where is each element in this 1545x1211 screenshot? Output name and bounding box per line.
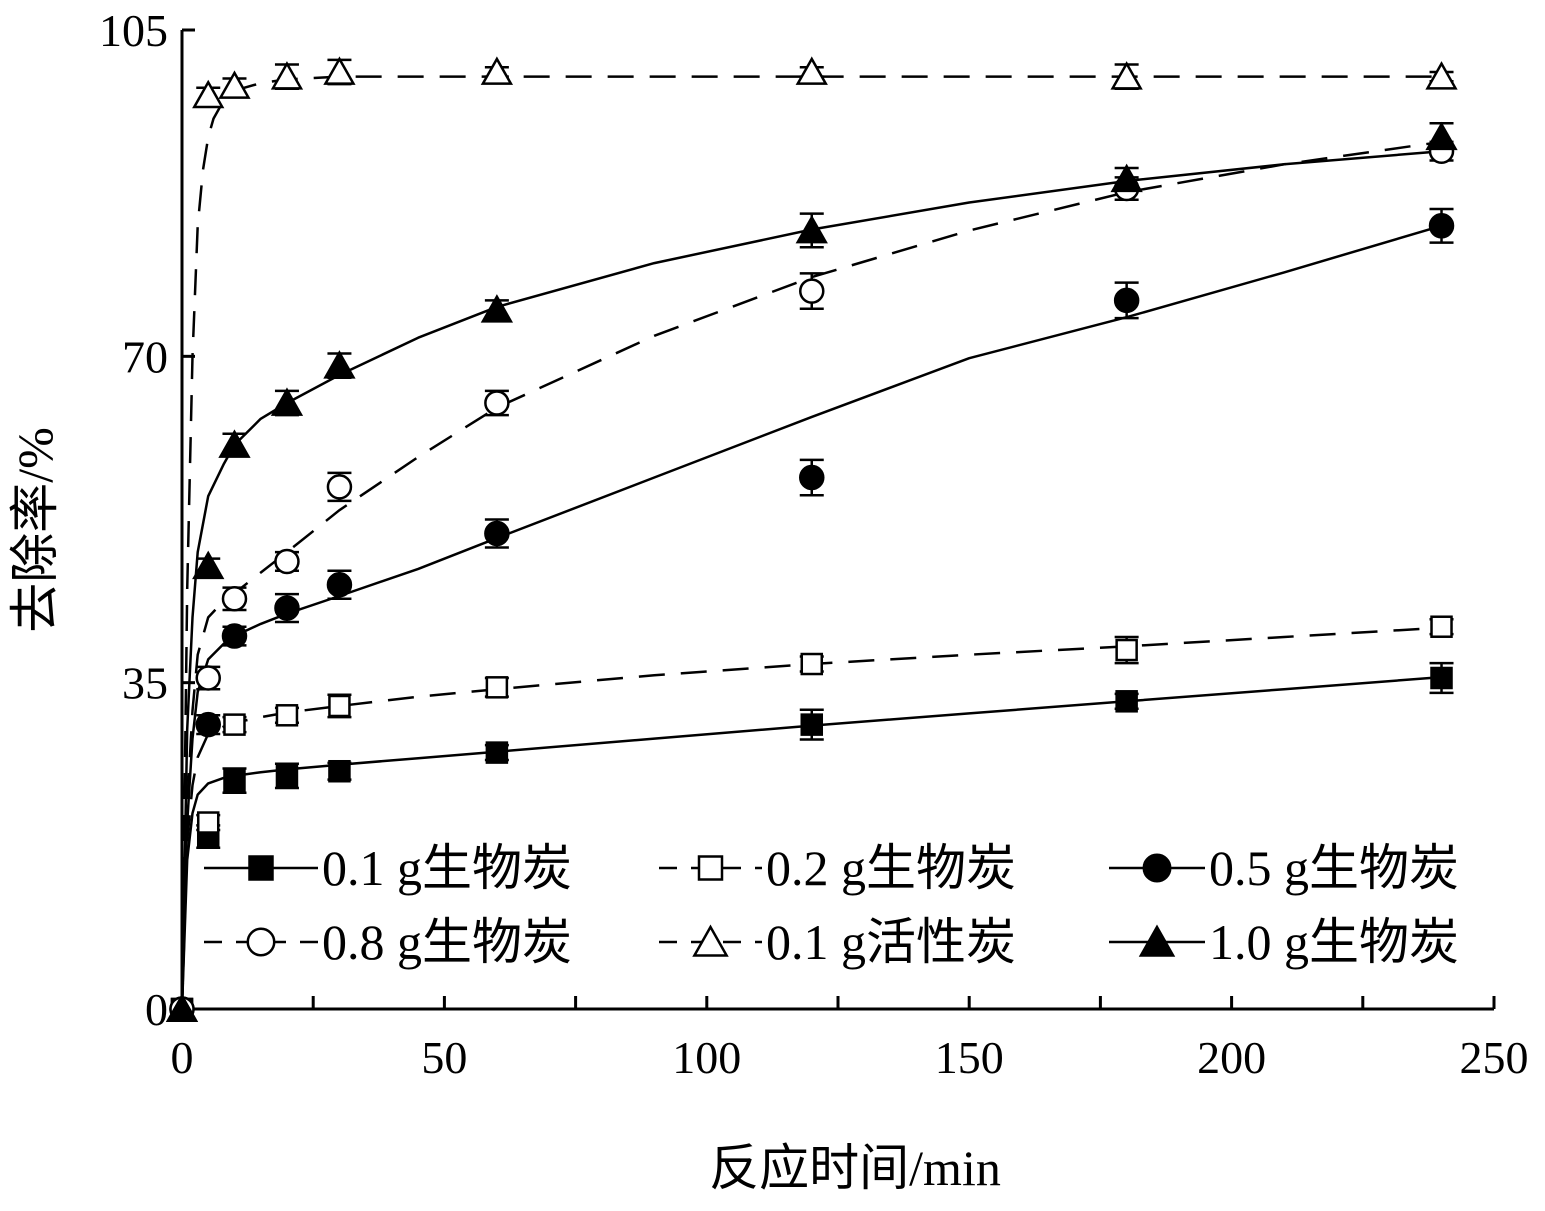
point-series-1 xyxy=(485,741,509,764)
legend-marker-1 xyxy=(248,855,274,881)
y-tick-label: 0 xyxy=(145,984,168,1035)
x-tick-label: 250 xyxy=(1460,1032,1529,1083)
x-tick-label: 0 xyxy=(171,1032,194,1083)
point-series-3 xyxy=(484,520,510,547)
point-series-2 xyxy=(485,676,509,699)
point-series-5 xyxy=(1425,61,1458,90)
point-series-6 xyxy=(480,294,514,323)
point-series-6 xyxy=(165,993,199,1022)
point-series-4 xyxy=(484,390,510,416)
x-axis-title: 反应时间/min xyxy=(709,1140,1001,1196)
point-series-5 xyxy=(795,56,828,85)
fit-line-4 xyxy=(180,140,1442,1010)
legend-label-3: 0.5 g生物炭 xyxy=(1209,840,1459,896)
y-tick-label: 105 xyxy=(99,5,168,56)
point-series-4 xyxy=(221,586,248,612)
point-series-2 xyxy=(1115,638,1138,662)
point-series-3 xyxy=(221,623,248,649)
point-series-5 xyxy=(1110,61,1143,90)
fit-line-3 xyxy=(180,224,1442,1010)
x-tick-label: 200 xyxy=(1197,1032,1266,1083)
point-series-3 xyxy=(1428,213,1455,239)
y-axis-title: 去除率/% xyxy=(7,427,63,633)
point-series-6 xyxy=(218,429,251,458)
point-series-1 xyxy=(800,713,824,736)
point-series-2 xyxy=(223,713,246,736)
point-series-4 xyxy=(326,474,353,500)
data-points xyxy=(165,56,1458,1022)
point-series-5 xyxy=(270,61,304,90)
legend-marker-2 xyxy=(697,855,724,881)
legend-marker-4 xyxy=(246,927,276,957)
legend: 0.1 g生物炭 0.2 g生物炭 0.5 g生物炭 0.8 g生物炭 0.1 g活性炭… xyxy=(204,840,1459,970)
x-tick-label: 50 xyxy=(421,1032,467,1083)
point-series-3 xyxy=(799,464,825,491)
point-series-4 xyxy=(195,665,221,691)
point-series-1 xyxy=(1430,666,1453,690)
legend-label-1: 0.1 g生物炭 xyxy=(322,840,572,896)
point-series-2 xyxy=(275,704,299,727)
point-series-3 xyxy=(274,595,300,621)
y-tick-label: 35 xyxy=(122,658,168,709)
legend-label-6: 1.0 g生物炭 xyxy=(1209,914,1459,970)
point-series-2 xyxy=(800,652,824,676)
x-tick-label: 150 xyxy=(935,1032,1004,1083)
legend-marker-6 xyxy=(1138,924,1176,957)
point-series-1 xyxy=(328,759,351,783)
point-series-1 xyxy=(275,764,299,788)
point-series-5 xyxy=(218,70,251,99)
y-tick-label: 70 xyxy=(122,331,168,382)
point-series-4 xyxy=(274,548,300,575)
fit-line-2 xyxy=(180,626,1442,1010)
point-series-6 xyxy=(1425,121,1458,151)
point-series-5 xyxy=(480,56,514,85)
point-series-6 xyxy=(795,214,828,244)
point-series-5 xyxy=(192,79,225,109)
point-series-5 xyxy=(323,56,356,85)
fit-line-6 xyxy=(180,149,1442,1010)
point-series-3 xyxy=(326,572,353,598)
point-series-2 xyxy=(1430,615,1453,638)
point-series-4 xyxy=(799,278,825,304)
legend-marker-5 xyxy=(692,924,729,957)
point-series-6 xyxy=(192,550,225,580)
point-series-6 xyxy=(323,350,356,379)
legend-label-4: 0.8 g生物炭 xyxy=(322,914,572,970)
point-series-6 xyxy=(270,387,304,416)
legend-marker-3 xyxy=(1142,853,1172,883)
x-tick-label: 100 xyxy=(672,1032,741,1083)
fit-lines xyxy=(180,75,1442,1010)
point-series-1 xyxy=(223,769,246,792)
point-series-2 xyxy=(196,811,220,834)
point-series-6 xyxy=(1110,163,1143,193)
legend-label-5: 0.1 g活性炭 xyxy=(766,914,1016,970)
point-series-1 xyxy=(1115,690,1138,713)
fit-line-1 xyxy=(180,675,1442,1010)
legend-label-2: 0.2 g生物炭 xyxy=(766,840,1016,896)
ticks: 0 35 70 105 0 50 100 150 200 250 xyxy=(99,5,1529,1083)
point-series-3 xyxy=(1113,287,1140,314)
fit-line-5 xyxy=(180,75,1442,1010)
error-bars xyxy=(196,58,1454,849)
point-series-2 xyxy=(328,694,351,718)
point-series-3 xyxy=(195,711,221,738)
